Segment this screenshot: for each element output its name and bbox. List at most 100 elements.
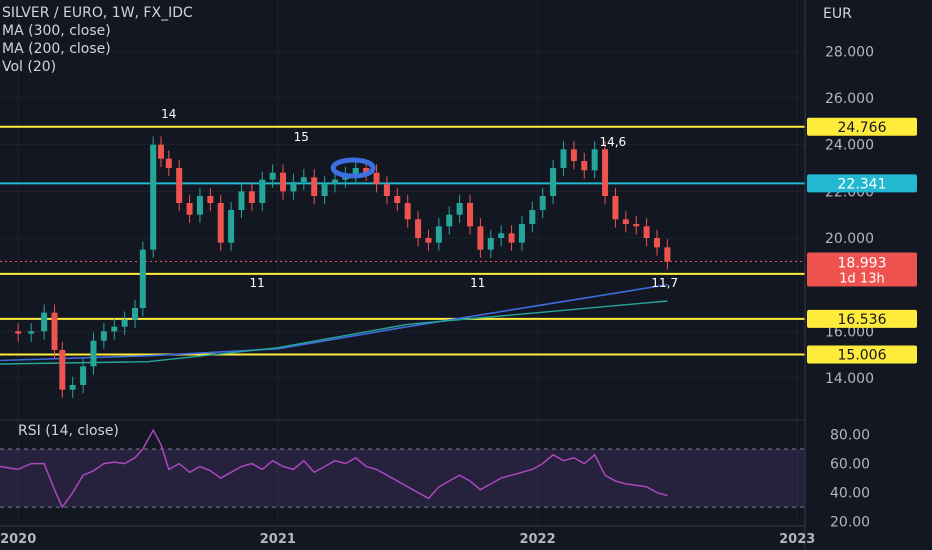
level-tag-3-text: 16.536	[838, 312, 887, 328]
annotation-5: 11,7	[651, 276, 678, 290]
candle-body-55	[570, 149, 577, 161]
candle-body-63	[653, 238, 660, 248]
annotation-1: 15	[294, 130, 309, 144]
candle-body-43	[446, 214, 453, 227]
candle-body-64	[664, 247, 671, 262]
candle-body-11	[121, 319, 128, 327]
candle-body-2	[28, 331, 35, 334]
candle-body-41	[425, 238, 432, 243]
rsi-tick-2: 40.00	[830, 486, 870, 502]
candle-body-3	[41, 312, 48, 332]
candle-body-14	[150, 144, 157, 250]
candle-body-46	[477, 226, 484, 250]
candle-body-39	[404, 203, 411, 220]
grid	[0, 0, 805, 526]
candle-body-56	[581, 161, 588, 171]
candle-body-27	[280, 172, 287, 192]
candle-body-45	[467, 203, 474, 227]
level-tag-1-text: 22.341	[838, 176, 887, 192]
rsi-axis[interactable]: 80.00 60.00 40.00 20.00	[830, 428, 870, 531]
candle-body-13	[139, 249, 146, 308]
last-price-tag-text: 18.993	[838, 255, 887, 271]
candle-body-62	[643, 226, 650, 238]
candle-body-23	[238, 191, 245, 210]
time-tick-2: 2022	[519, 532, 555, 547]
candle-body-29	[300, 177, 307, 182]
legend: SILVER / EURO, 1W, FX_IDC MA (300, close…	[2, 4, 193, 76]
candle-body-12	[132, 308, 139, 320]
candle-body-16	[165, 158, 172, 168]
rsi-label[interactable]: RSI (14, close)	[18, 423, 119, 439]
candle-body-42	[435, 226, 442, 243]
candle-body-49	[508, 233, 515, 243]
level-tag-1-box	[807, 174, 917, 193]
candle-body-52	[539, 196, 546, 210]
price-tick-4: 20.000	[825, 231, 874, 247]
candle-body-30	[311, 177, 318, 196]
candle-body-4	[51, 312, 58, 350]
indicator-ma200[interactable]: MA (200, close)	[2, 41, 111, 57]
chart-title[interactable]: SILVER / EURO, 1W, FX_IDC	[2, 5, 193, 21]
candle-body-25	[259, 179, 266, 203]
candle-body-61	[633, 224, 640, 227]
candle-body-59	[612, 196, 619, 220]
level-tag-0-text: 24.766	[838, 120, 887, 136]
marker-ellipse	[330, 157, 376, 179]
price-axis[interactable]: 28.00026.00024.00022.00020.00016.00014.0…	[825, 44, 874, 387]
candle-body-17	[176, 168, 183, 203]
price-tick-1: 26.000	[825, 91, 874, 107]
time-tick-0: 2020	[0, 532, 36, 547]
price-tick-0: 28.000	[825, 44, 874, 60]
candle-body-35	[363, 168, 370, 173]
candle-body-31	[321, 184, 328, 196]
candle-body-44	[456, 203, 463, 215]
candle-body-60	[622, 219, 629, 224]
candle-body-7	[80, 366, 87, 385]
candle-body-53	[550, 168, 557, 196]
time-tick-1: 2021	[260, 532, 296, 547]
candle-body-8	[90, 340, 97, 367]
price-tick-5: 16.000	[825, 324, 874, 340]
rsi-tick-1: 60.00	[830, 457, 870, 473]
candle-body-50	[518, 224, 525, 243]
candle-body-20	[207, 196, 214, 203]
candle-body-37	[383, 184, 390, 196]
candle-body-34	[352, 168, 359, 175]
candle-body-47	[487, 238, 494, 250]
candle-body-21	[217, 203, 224, 243]
annotation-3: 11	[249, 276, 264, 290]
candle-body-6	[69, 385, 76, 390]
rsi-tick-0: 80.00	[830, 428, 870, 444]
candle-body-58	[602, 149, 609, 196]
candle-body-18	[186, 203, 193, 215]
candle-body-57	[591, 149, 598, 171]
annotations: 14 15 14,6 11 11 11,7	[161, 107, 678, 290]
rsi-line	[0, 428, 668, 509]
candle-body-15	[158, 144, 164, 159]
annotation-0: 14	[161, 107, 176, 121]
level-tag-0-box	[807, 117, 917, 136]
price-tick-2: 24.000	[825, 138, 874, 154]
indicator-ma300[interactable]: MA (300, close)	[2, 23, 111, 39]
candle-body-1	[15, 331, 22, 334]
indicator-vol[interactable]: Vol (20)	[2, 59, 57, 75]
annotation-4: 11	[470, 276, 485, 290]
level-tag-3-box	[807, 309, 917, 328]
rsi-series	[0, 428, 668, 509]
last-price-tag-box	[807, 252, 917, 287]
candle-body-22	[228, 210, 235, 243]
price-tick-6: 14.000	[825, 371, 874, 387]
rsi-band	[0, 449, 805, 508]
candle-body-54	[560, 149, 567, 168]
candle-body-36	[373, 172, 380, 185]
annotation-2: 14,6	[599, 135, 626, 149]
currency-label: EUR	[823, 6, 852, 22]
candle-body-51	[529, 210, 536, 224]
candle-body-40	[415, 219, 422, 238]
level-tag-4-text: 15.006	[838, 348, 887, 364]
time-axis[interactable]: 2020 2021 2022 2023	[0, 532, 815, 547]
